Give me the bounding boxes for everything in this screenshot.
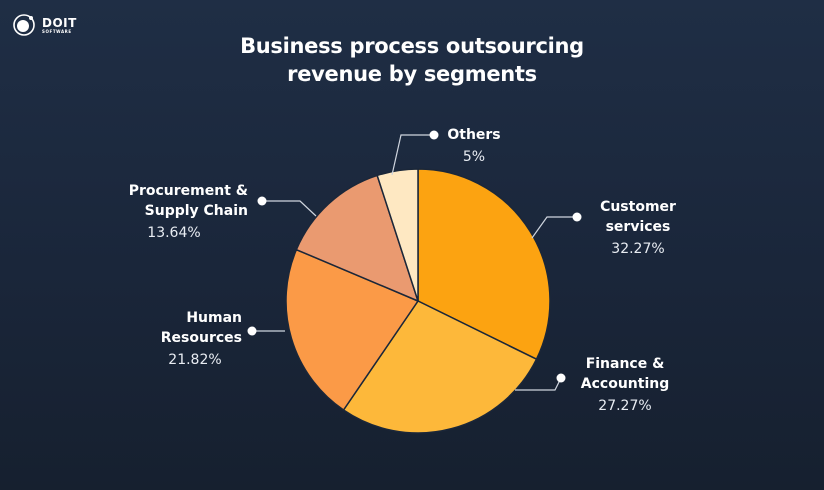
label-customer: Customer services 32.27% <box>588 197 688 259</box>
callout-dots <box>247 130 582 383</box>
pie-slice-finance-accounting <box>342 300 538 434</box>
label-others-value: 5% <box>462 149 486 165</box>
callout-dot-procurement <box>257 196 267 206</box>
doit-logo-icon <box>13 14 35 36</box>
brand-name: DOIT <box>42 15 77 30</box>
title-line-1: Business process outsourcing <box>240 34 584 58</box>
label-finance: Finance & Accounting 27.27% <box>572 354 678 416</box>
pie-slice-others <box>376 168 419 302</box>
callout-dot-others <box>429 130 439 140</box>
label-customer-value: 32.27% <box>611 241 665 257</box>
label-others-name: Others <box>447 127 501 143</box>
callout-dot-finance <box>556 373 566 383</box>
callout-line-finance <box>515 379 561 391</box>
label-procurement-value: 13.64% <box>147 225 201 241</box>
label-others: Others 5% <box>445 125 503 167</box>
label-customer-name: Customer services <box>600 199 676 235</box>
label-hr-value: 21.82% <box>168 352 222 368</box>
callout-line-customer <box>531 216 577 239</box>
label-hr: Human Resources 21.82% <box>148 308 242 370</box>
callout-dot-customer <box>572 212 582 222</box>
pie-slices <box>285 168 551 434</box>
label-procurement: Procurement & Supply Chain 13.64% <box>100 181 248 243</box>
callout-line-procurement <box>262 200 317 217</box>
pie-slice-procurement-supply-chain <box>295 174 419 302</box>
label-finance-name: Finance & Accounting <box>580 356 670 392</box>
callout-line-others <box>391 134 434 176</box>
chart-title: Business process outsourcing revenue by … <box>0 32 824 88</box>
pie-slice-customer-services <box>417 168 551 360</box>
brand-subtitle: SOFTWARE <box>42 28 72 34</box>
callout-dot-hr <box>247 326 257 336</box>
callout-lines <box>252 134 577 391</box>
label-hr-name: Human Resources <box>160 310 242 346</box>
brand-logo: DOIT SOFTWARE <box>12 13 77 37</box>
title-line-2: revenue by segments <box>287 62 537 86</box>
pie-slice-human-resources <box>285 248 419 411</box>
label-finance-value: 27.27% <box>598 398 652 414</box>
label-procurement-name: Procurement & Supply Chain <box>128 183 248 219</box>
